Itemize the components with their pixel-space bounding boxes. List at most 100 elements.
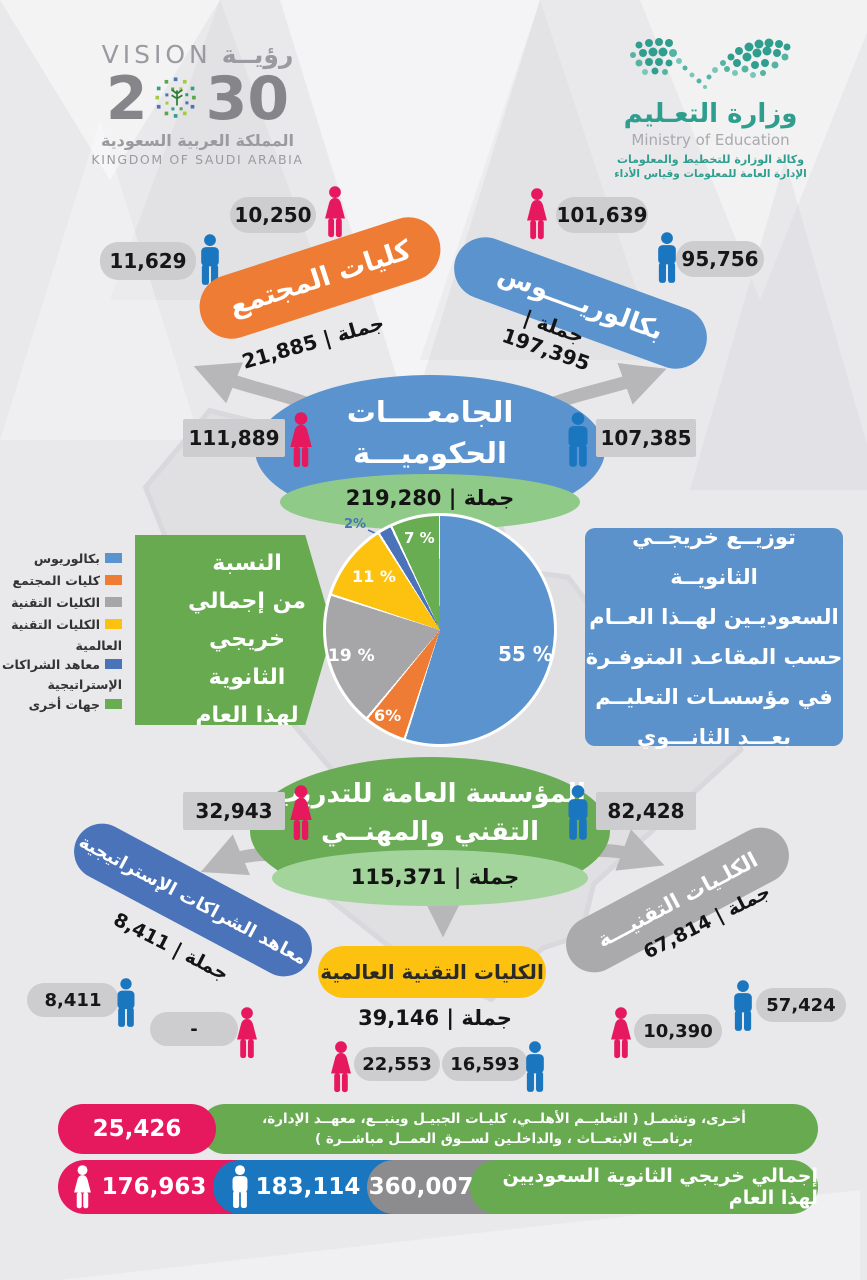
universities-line2: الحكوميـــة	[353, 436, 507, 470]
female-icon	[606, 1007, 636, 1059]
moe-name-ar: وزارة التعـليم	[623, 99, 798, 129]
community-female-count: 10,250	[230, 197, 316, 233]
saudi-emblem-icon	[155, 77, 196, 118]
totals-label: إجمالي خريجي الثانوية السعوديين لهذا الع…	[502, 1165, 818, 1209]
info-line5: بعـــد الثانـــوي	[636, 725, 792, 749]
vision-year-2: 2	[105, 64, 148, 134]
legend-row: كليات المجتمع	[13, 571, 122, 589]
pie-label-strategic: 2%	[344, 517, 367, 532]
other-count-pill: 25,426	[58, 1104, 216, 1154]
male-icon	[562, 785, 594, 841]
universities-female-count: 111,889	[183, 419, 285, 457]
callout-line3: خريجي الثانوية	[208, 627, 286, 690]
vision-2030-logo: VISION رؤيــة 2 30	[70, 40, 325, 167]
legend-row: معاهد الشراكات	[2, 655, 122, 673]
vision-word-ar: رؤيــة	[221, 40, 294, 69]
male-icon	[228, 1165, 252, 1209]
moe-agency-line2: الإدارة العامة للمعلومات وقياس الأداء	[614, 168, 807, 180]
bachelor-female-count: 101,639	[556, 197, 648, 233]
international-total: جملة | 39,146	[358, 1006, 512, 1030]
legend-label: الكليات التقنية	[11, 616, 100, 632]
legend-label: جهات أخرى	[28, 696, 100, 712]
universities-line1: الجامعــــات	[346, 395, 514, 429]
legend-row: جهات أخرى	[18, 695, 122, 713]
moe-agency-line1: وكالة الوزارة للتخطيط والمعلومات	[616, 153, 805, 166]
strategic-female-count: -	[150, 1012, 238, 1046]
female-icon	[70, 1165, 95, 1209]
legend-swatch	[105, 553, 122, 563]
totals-male-count: 183,114	[255, 1174, 361, 1200]
moe-name-en: Ministry of Education	[631, 131, 790, 149]
ministry-of-education-logo: وزارة التعـليم Ministry of Education وكا…	[608, 35, 813, 180]
distribution-info-box: توزيــع خريجــي الثانويــة السعوديـين له…	[585, 525, 843, 749]
legend-label: العالمية	[75, 637, 122, 653]
info-line1: توزيــع خريجــي الثانويــة	[632, 525, 796, 589]
legend-swatch	[105, 597, 122, 607]
legend-label: الإستراتيجية	[47, 676, 122, 692]
legend-swatch	[105, 659, 122, 669]
pie-chart	[323, 513, 557, 747]
vision-country-en: KINGDOM OF SAUDI ARABIA	[91, 152, 304, 167]
vision-country-ar: المملكة العربية السعودية	[100, 131, 295, 150]
info-line2: السعوديـين لهــذا العــام	[589, 605, 839, 629]
legend-label: كليات المجتمع	[12, 572, 100, 588]
universities-total: جملة | 219,280	[345, 486, 515, 510]
bachelor-male-count: 95,756	[676, 241, 764, 277]
pie-label-technical: 19 %	[328, 646, 375, 666]
female-icon	[232, 1007, 262, 1059]
totals-total-count: 360,007	[368, 1174, 474, 1200]
tvtc-total: جملة | 115,371	[350, 865, 520, 889]
female-icon	[285, 785, 317, 841]
pie-label-other: 7 %	[404, 529, 435, 547]
tvtc-male-count: 82,428	[596, 792, 696, 830]
community-male-count: 11,629	[100, 242, 196, 280]
callout-line4: لهذا العام	[195, 703, 299, 728]
vision-year-30: 30	[205, 64, 290, 134]
legend-swatch	[105, 699, 122, 709]
legend-row: العالمية	[18, 636, 122, 654]
pie-label-international: 11 %	[352, 567, 396, 586]
technical-male-count: 57,424	[756, 988, 846, 1022]
totals-female-count: 176,963	[101, 1174, 207, 1200]
international-female-count: 22,553	[354, 1047, 440, 1081]
pie-label-community: 6%	[374, 706, 402, 725]
legend-row: بكالوريوس	[18, 549, 122, 567]
male-icon	[520, 1041, 550, 1093]
legend-row: الكليات التقنية	[11, 615, 122, 633]
pie-label-bachelor: 55 %	[498, 642, 553, 666]
universities-male-count: 107,385	[596, 419, 696, 457]
male-icon	[562, 412, 594, 468]
vision-word-en: VISION	[101, 40, 212, 69]
tvtc-female-count: 32,943	[183, 792, 285, 830]
legend-swatch	[105, 575, 122, 585]
totals-label-segment	[470, 1160, 818, 1214]
callout-line2: من إجمالي	[187, 589, 306, 614]
other-text-line2: برنامــج الابتعــاث ، والداخلـين لســوق …	[315, 1131, 693, 1147]
other-text-line1: أخـرى، وتشمـل ( التعليــم الأهلــي، كليـ…	[262, 1111, 746, 1127]
legend-row: الإستراتيجية	[18, 675, 122, 693]
legend-row: الكليات التقنية	[11, 593, 122, 611]
technical-female-count: 10,390	[634, 1014, 722, 1048]
female-icon	[522, 188, 552, 240]
tvtc-line2: التقني والمهنــي	[320, 817, 540, 847]
callout-line1: النسبة	[212, 551, 282, 576]
legend-swatch	[105, 619, 122, 629]
female-icon	[326, 1041, 356, 1093]
pie-callout: النسبة من إجمالي خريجي الثانوية لهذا الع…	[135, 535, 333, 725]
legend-label: بكالوريوس	[33, 550, 100, 566]
other-description-bar: أخـرى، وتشمـل ( التعليــم الأهلــي، كليـ…	[200, 1104, 818, 1154]
female-icon	[320, 186, 350, 238]
legend-label: الكليات التقنية	[11, 594, 100, 610]
tvtc-light-crescent	[272, 850, 588, 906]
moe-dots-icon	[629, 38, 790, 89]
male-icon	[728, 980, 758, 1032]
strategic-male-count: 8,411	[27, 983, 119, 1017]
female-icon	[285, 412, 317, 468]
legend-label: معاهد الشراكات	[1, 656, 100, 672]
info-line4: في مؤسسـات التعليــم	[595, 685, 833, 709]
international-male-count: 16,593	[442, 1047, 528, 1081]
info-line3: حسب المقاعـد المتوفـرة	[585, 645, 843, 669]
male-icon	[112, 978, 140, 1028]
tvtc-line1: المؤسسة العامة للتدريب	[274, 779, 586, 809]
